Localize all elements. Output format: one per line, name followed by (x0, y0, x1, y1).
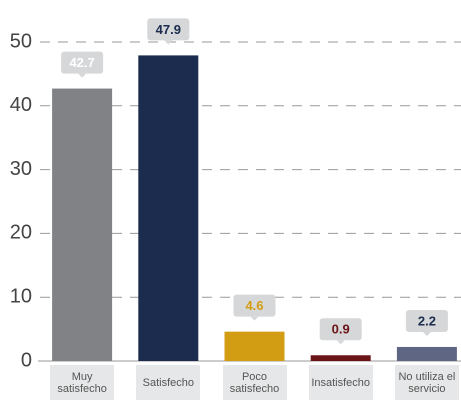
value-label-box (61, 51, 104, 74)
x-tick-label: Muy satisfecho (50, 365, 115, 400)
bar (310, 355, 371, 361)
y-tick-label: 20 (10, 222, 32, 244)
value-label: 42.7 (69, 55, 94, 70)
value-label: 47.9 (156, 22, 181, 37)
x-tick-label: Satisfecho (136, 365, 201, 400)
y-tick-label: 10 (10, 285, 32, 307)
y-tick-label: 0 (21, 349, 32, 371)
y-tick-label: 50 (10, 30, 32, 52)
value-label: 4.6 (245, 298, 263, 313)
x-tick-label: Insatisfecho (308, 365, 373, 400)
x-tick-label: Poco satisfecho (222, 365, 287, 400)
value-label: 2.2 (418, 313, 436, 328)
value-label-box (319, 318, 362, 341)
value-label-pointer (164, 40, 173, 45)
bar (52, 88, 113, 361)
bar (396, 346, 457, 361)
value-label-pointer (336, 340, 345, 345)
y-tick-label: 40 (10, 94, 32, 116)
x-tick-label: No utiliza el servicio (394, 365, 459, 400)
value-label-box (147, 18, 190, 41)
bar (224, 331, 285, 361)
value-label-pointer (78, 73, 87, 78)
value-label: 0.9 (332, 322, 350, 337)
value-label-box (233, 294, 276, 317)
y-tick-label: 30 (10, 158, 32, 180)
value-label-box (405, 309, 448, 332)
bar (138, 55, 199, 361)
value-label-pointer (422, 331, 431, 336)
value-label-pointer (250, 316, 259, 321)
